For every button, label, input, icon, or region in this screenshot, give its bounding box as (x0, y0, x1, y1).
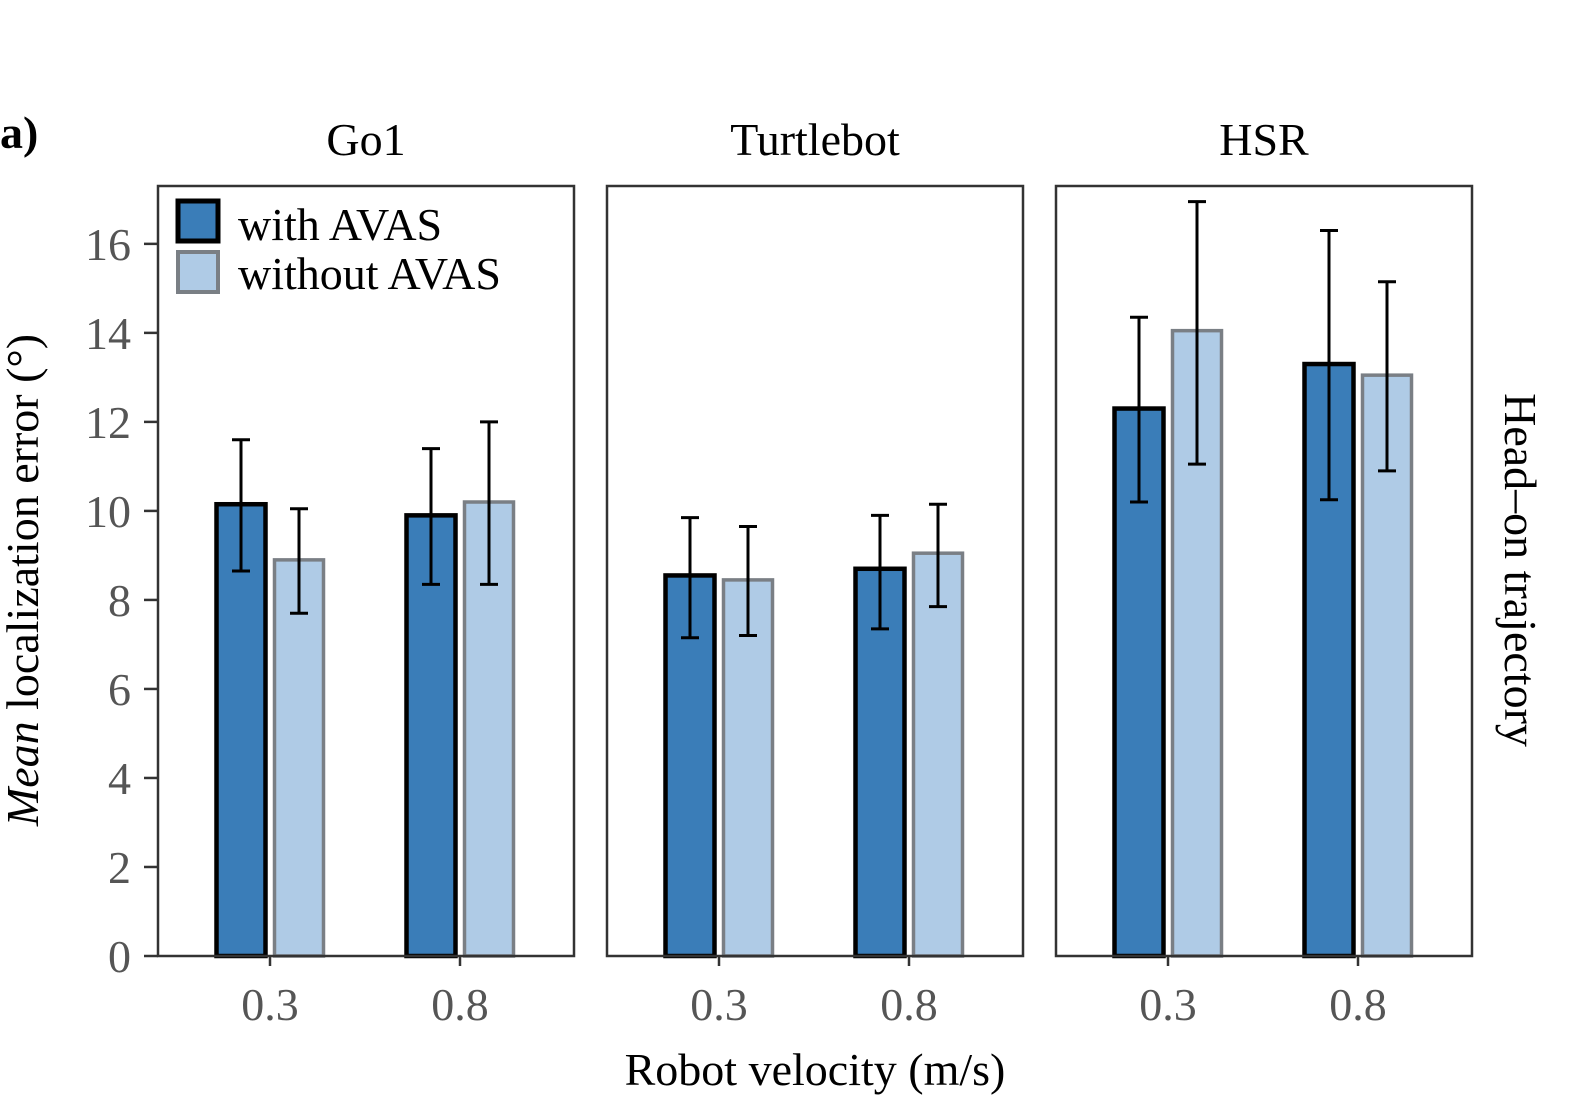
legend-label-with: with AVAS (238, 199, 442, 250)
bar (911, 551, 965, 958)
y-tick-label: 2 (108, 842, 131, 893)
legend-swatch-without (176, 250, 220, 294)
panels-layer: Go1 0.3 0.8 Turtlebot 0.3 0.8 HSR 0.3 0.8 0 2 4 6 8 10… (85, 114, 1474, 1030)
y-axis-label-italic: Mean (0, 721, 48, 827)
row-label: Head–on trajectory (1495, 393, 1546, 747)
panel-title: Turtlebot (730, 114, 900, 165)
y-axis-label: Mean localization error (°) (0, 334, 48, 827)
y-tick-label: 14 (85, 308, 131, 359)
legend-swatch-with (175, 198, 221, 244)
bar (272, 558, 326, 958)
panel-2: HSR 0.3 0.8 (1054, 114, 1474, 1030)
panel-0: Go1 0.3 0.8 (156, 114, 576, 1030)
bar (404, 513, 458, 959)
x-tick-label: 0.3 (241, 979, 299, 1030)
y-tick-label: 8 (108, 575, 131, 626)
y-tick-label: 12 (85, 397, 131, 448)
panel-title: Go1 (326, 114, 405, 165)
x-tick-label: 0.3 (1139, 979, 1197, 1030)
y-tick-label: 10 (85, 486, 131, 537)
x-tick-label: 0.3 (690, 979, 748, 1030)
panel-frame (156, 184, 576, 958)
panel-frame (1054, 184, 1474, 958)
x-tick-label: 0.8 (431, 979, 489, 1030)
y-axis-label-rest: localization error (°) (0, 334, 48, 721)
y-tick-label: 4 (108, 753, 131, 804)
y-tick-label: 0 (108, 931, 131, 982)
panel-1: Turtlebot 0.3 0.8 (605, 114, 1025, 1030)
panel-frame (605, 184, 1025, 958)
x-tick-label: 0.8 (1329, 979, 1387, 1030)
y-tick-label: 6 (108, 664, 131, 715)
x-axis-label: Robot velocity (m/s) (625, 1044, 1006, 1095)
x-tick-label: 0.8 (880, 979, 938, 1030)
panel-title: HSR (1219, 114, 1309, 165)
legend-label-without: without AVAS (238, 248, 501, 299)
legend: with AVAS without AVAS (175, 198, 501, 299)
y-tick-label: 16 (85, 219, 131, 270)
bar (214, 501, 268, 959)
y-axis: 0 2 4 6 8 10 12 14 16 (85, 219, 158, 982)
panel-label: a) (0, 107, 38, 158)
